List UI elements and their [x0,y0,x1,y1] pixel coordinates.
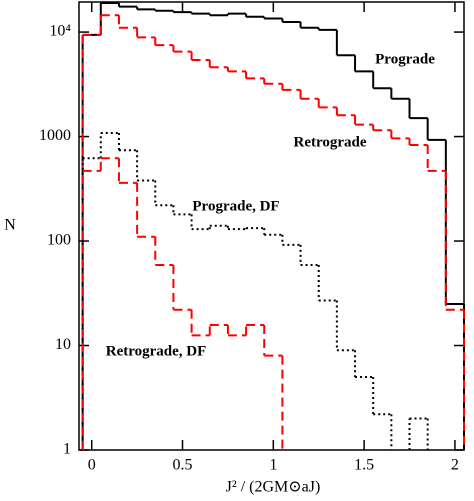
plot-frame [78,1,465,451]
y-axis-label: N [4,217,16,234]
x-tick-label: 0 [88,457,96,474]
x-axis-label: J² / (2GM⊙aJ) [226,479,321,496]
y-tick-label: 100 [47,232,71,249]
x-tick-label: 1.5 [354,457,374,474]
x-tick-label: 1 [269,457,277,474]
y-tick-label: 10 [55,336,71,353]
y-tick-label: 1000 [39,127,71,144]
series-label: Prograde [375,51,435,67]
series-label: Retrograde, DF [106,343,207,359]
y-tick-label: 10⁴ [49,23,71,40]
x-tick-label: 0.5 [173,457,193,474]
y-tick-label: 1 [63,441,71,458]
series-label: Retrograde [293,134,366,150]
x-tick-label: 2 [451,457,459,474]
series-label: Prograde, DF [192,198,279,214]
